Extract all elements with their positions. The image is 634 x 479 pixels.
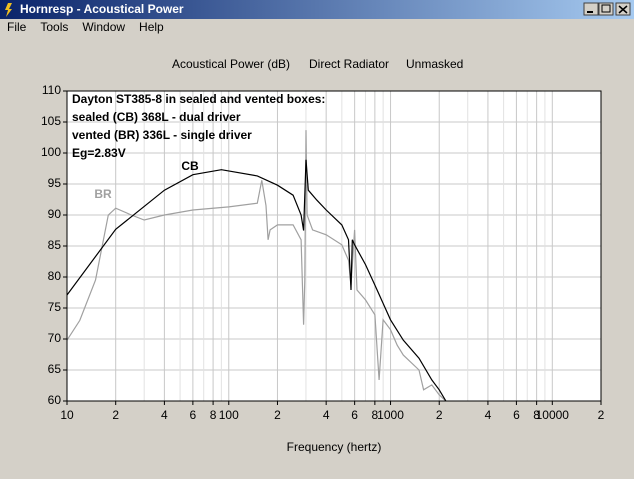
x-tick-label: 6 <box>190 408 197 422</box>
x-tick-label: 6 <box>351 408 358 422</box>
y-tick-label: 75 <box>48 300 62 314</box>
y-tick-label: 90 <box>48 207 62 221</box>
x-tick-label: 8 <box>372 408 379 422</box>
x-tick-label: 2 <box>436 408 443 422</box>
annotation-line: Eg=2.83V <box>72 146 126 160</box>
menu-bar: File Tools Window Help <box>7 20 164 34</box>
x-tick-label: 2 <box>598 408 605 422</box>
y-tick-label: 60 <box>48 393 62 407</box>
x-tick-label: 6 <box>513 408 520 422</box>
x-tick-label: 4 <box>485 408 492 422</box>
annotation-line: sealed (CB) 368L - dual driver <box>72 110 241 124</box>
window-buttons[interactable] <box>583 2 631 16</box>
y-tick-label: 110 <box>42 83 61 97</box>
x-tick-label: 100 <box>219 408 239 422</box>
menu-item[interactable]: Window <box>82 20 125 34</box>
series-line <box>67 130 447 401</box>
x-tick-label: 2 <box>274 408 281 422</box>
chart-title: Acoustical Power (dB) <box>172 57 290 71</box>
x-tick-label: 2 <box>112 408 119 422</box>
x-tick-label: 4 <box>161 408 168 422</box>
chart-title: Direct Radiator <box>309 57 389 71</box>
y-tick-label: 105 <box>41 114 61 128</box>
menu-item[interactable]: File <box>7 20 27 34</box>
menu-item[interactable]: Help <box>139 20 164 34</box>
y-tick-label: 70 <box>48 331 62 345</box>
x-tick-label: 10000 <box>536 408 570 422</box>
chart-title: Unmasked <box>406 57 463 71</box>
minimize-button[interactable] <box>583 2 599 16</box>
y-tick-label: 85 <box>48 238 62 252</box>
plot-border <box>66 90 602 402</box>
labels: Acoustical Power (dB) Direct Radiator Unma… <box>41 57 605 454</box>
menu-item[interactable]: Tools <box>40 20 68 34</box>
x-axis-label: Frequency (hertz) <box>287 440 382 454</box>
annotation: Dayton ST385-8 in sealed and vented boxe… <box>72 92 325 160</box>
maximize-icon <box>601 4 611 13</box>
x-tick-label: 10 <box>60 408 74 422</box>
series-lines <box>67 130 447 401</box>
y-tick-label: 80 <box>48 269 62 283</box>
y-tick-label: 100 <box>41 145 61 159</box>
series-line <box>67 159 447 401</box>
series-label: CB <box>181 159 199 173</box>
close-icon <box>618 5 628 14</box>
annotation-line: Dayton ST385-8 in sealed and vented boxe… <box>72 92 325 106</box>
app-icon <box>5 3 12 17</box>
series-label: BR <box>94 187 112 201</box>
y-tick-label: 95 <box>48 176 62 190</box>
title-bar <box>0 0 634 19</box>
y-tick-label: 65 <box>48 362 62 376</box>
x-tick-label: 8 <box>533 408 540 422</box>
window-title: Hornresp - Acoustical Power <box>20 2 184 16</box>
x-tick-label: 4 <box>323 408 330 422</box>
x-tick-label: 1000 <box>377 408 404 422</box>
annotation-line: vented (BR) 336L - single driver <box>72 128 252 142</box>
x-tick-label: 8 <box>210 408 217 422</box>
